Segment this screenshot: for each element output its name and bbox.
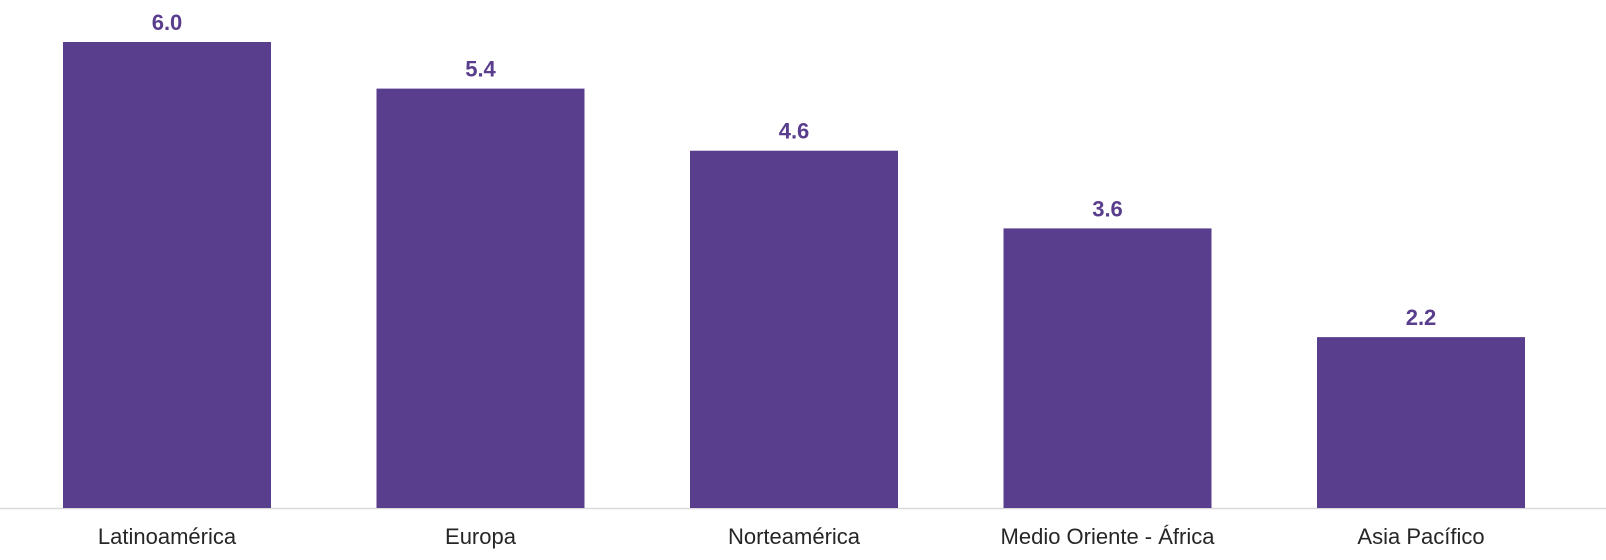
value-labels-group: 6.0 5.4 4.6 3.6 2.2 (152, 10, 1437, 330)
bar (376, 88, 585, 508)
bar (1003, 228, 1212, 508)
bar (1317, 337, 1525, 508)
bar (690, 150, 898, 508)
bar-value-label: 2.2 (1406, 305, 1437, 330)
bar-value-label: 4.6 (779, 119, 810, 144)
category-labels-group: Latinoamérica Europa Norteamérica Medio Ori… (98, 524, 1485, 549)
bar-value-label: 3.6 (1092, 196, 1123, 221)
category-label: Norteamérica (728, 524, 861, 549)
bar (63, 42, 271, 508)
bar-value-label: 6.0 (152, 10, 183, 35)
category-label: Asia Pacífico (1357, 524, 1484, 549)
category-label: Europa (445, 524, 517, 549)
category-label: Medio Oriente - África (1001, 524, 1216, 549)
bars-group (63, 42, 1525, 508)
bar-value-label: 5.4 (465, 57, 496, 82)
category-label: Latinoamérica (98, 524, 237, 549)
